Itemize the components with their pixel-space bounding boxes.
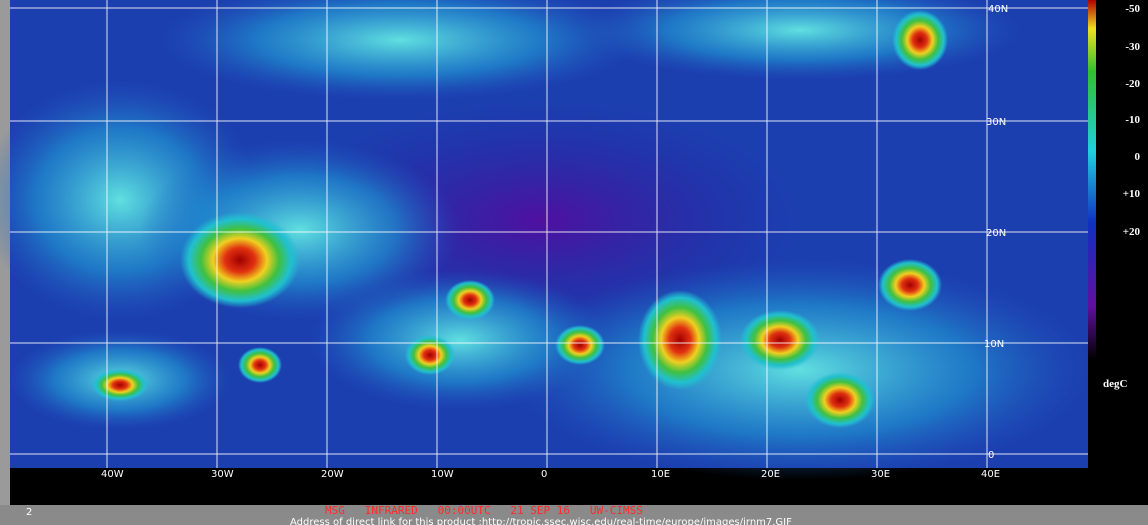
- scale-unit: degC: [1103, 378, 1128, 390]
- scale-label: +20: [1123, 226, 1141, 238]
- longitude-label: 30E: [871, 469, 890, 480]
- graticule: [10, 0, 1088, 468]
- link-text: Address of direct link for this product …: [290, 517, 792, 525]
- longitude-label: 10W: [431, 469, 454, 480]
- latitude-label: 0: [988, 450, 994, 461]
- longitude-label: 40W: [101, 469, 124, 480]
- latitude-label: 30N: [986, 117, 1006, 128]
- latitude-label: 40N: [988, 4, 1008, 15]
- scale-label: -10: [1125, 114, 1140, 126]
- longitude-label: 0: [541, 469, 547, 480]
- latitude-label: 20N: [986, 228, 1006, 239]
- longitude-label: 20E: [761, 469, 780, 480]
- scale-label: 0: [1135, 151, 1141, 163]
- longitude-label: 10E: [651, 469, 670, 480]
- scale-label: -20: [1125, 78, 1140, 90]
- cloud-field: [0, 0, 1090, 480]
- latitude-label: 10N: [984, 339, 1004, 350]
- longitude-label: 20W: [321, 469, 344, 480]
- frame-number: 2: [26, 507, 32, 518]
- color-scale-bar: [1088, 0, 1096, 360]
- bottom-border: [0, 505, 1148, 525]
- scale-label: -30: [1125, 41, 1140, 53]
- longitude-label: 30W: [211, 469, 234, 480]
- longitude-label: 40E: [981, 469, 1000, 480]
- scale-label: -50: [1125, 3, 1140, 15]
- scale-label: +10: [1123, 188, 1141, 200]
- caption: MSG INFRARED 00:00UTC 21 SEP 16 UW-CIMSS: [325, 504, 643, 517]
